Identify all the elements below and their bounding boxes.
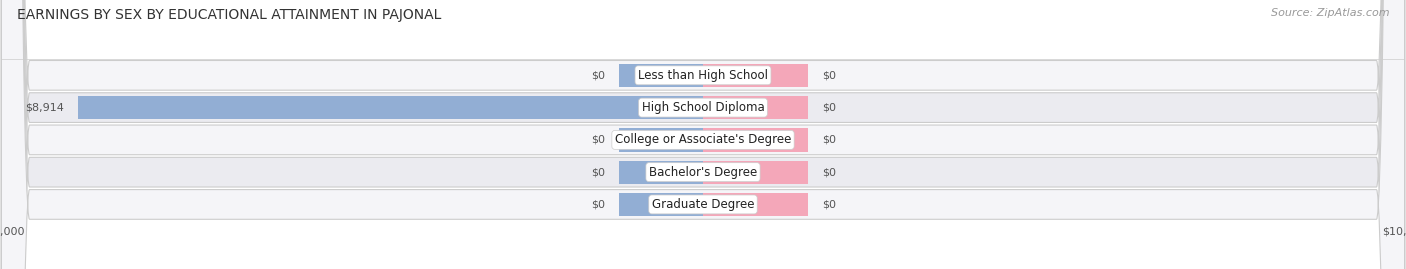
Text: $0: $0: [591, 199, 605, 210]
Text: Bachelor's Degree: Bachelor's Degree: [650, 166, 756, 179]
Text: $0: $0: [823, 135, 837, 145]
Bar: [619, 64, 703, 87]
Text: $0: $0: [823, 102, 837, 113]
Bar: [703, 161, 808, 184]
Text: $0: $0: [823, 70, 837, 80]
Text: College or Associate's Degree: College or Associate's Degree: [614, 133, 792, 146]
Text: $0: $0: [823, 199, 837, 210]
Text: $0: $0: [591, 167, 605, 177]
Text: Less than High School: Less than High School: [638, 69, 768, 82]
Text: $8,914: $8,914: [25, 102, 63, 113]
Text: $0: $0: [591, 70, 605, 80]
Text: $0: $0: [591, 135, 605, 145]
Bar: [703, 64, 808, 87]
Bar: [619, 193, 703, 216]
Bar: [619, 161, 703, 184]
Bar: [703, 96, 808, 119]
Bar: [77, 96, 703, 119]
Text: High School Diploma: High School Diploma: [641, 101, 765, 114]
Text: EARNINGS BY SEX BY EDUCATIONAL ATTAINMENT IN PAJONAL: EARNINGS BY SEX BY EDUCATIONAL ATTAINMEN…: [17, 8, 441, 22]
Bar: [703, 128, 808, 151]
Bar: [703, 193, 808, 216]
Text: $0: $0: [823, 167, 837, 177]
Text: Source: ZipAtlas.com: Source: ZipAtlas.com: [1271, 8, 1389, 18]
Bar: [619, 128, 703, 151]
Text: Graduate Degree: Graduate Degree: [652, 198, 754, 211]
